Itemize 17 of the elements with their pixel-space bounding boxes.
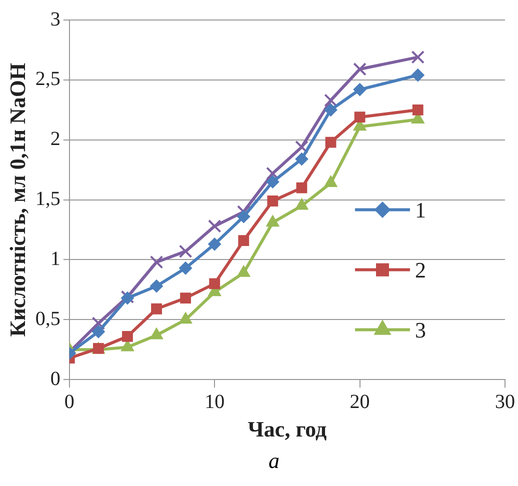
y-tick-label: 0 <box>50 368 60 390</box>
y-tick-label: 2,5 <box>35 68 60 90</box>
y-tick-label: 2 <box>50 128 60 150</box>
y-tick-label: 1,5 <box>35 188 60 210</box>
x-tick-label: 0 <box>64 390 74 413</box>
text: а <box>268 448 280 474</box>
y-tick-label: 0,5 <box>35 308 60 330</box>
x-tick-label: 30 <box>495 390 515 413</box>
x-tick-label: 10 <box>204 390 225 413</box>
x-axis-title: Час, год <box>248 416 327 442</box>
legend-label: 1 <box>415 198 426 223</box>
y-axis-title: Кислотність, мл 0,1н NaOH <box>4 62 30 337</box>
legend-label: 2 <box>415 258 426 283</box>
y-tick-label: 1 <box>50 248 60 270</box>
x-tick-label: 20 <box>350 390 370 413</box>
legend-label: 3 <box>415 318 426 343</box>
y-tick-label: 3 <box>50 8 60 30</box>
